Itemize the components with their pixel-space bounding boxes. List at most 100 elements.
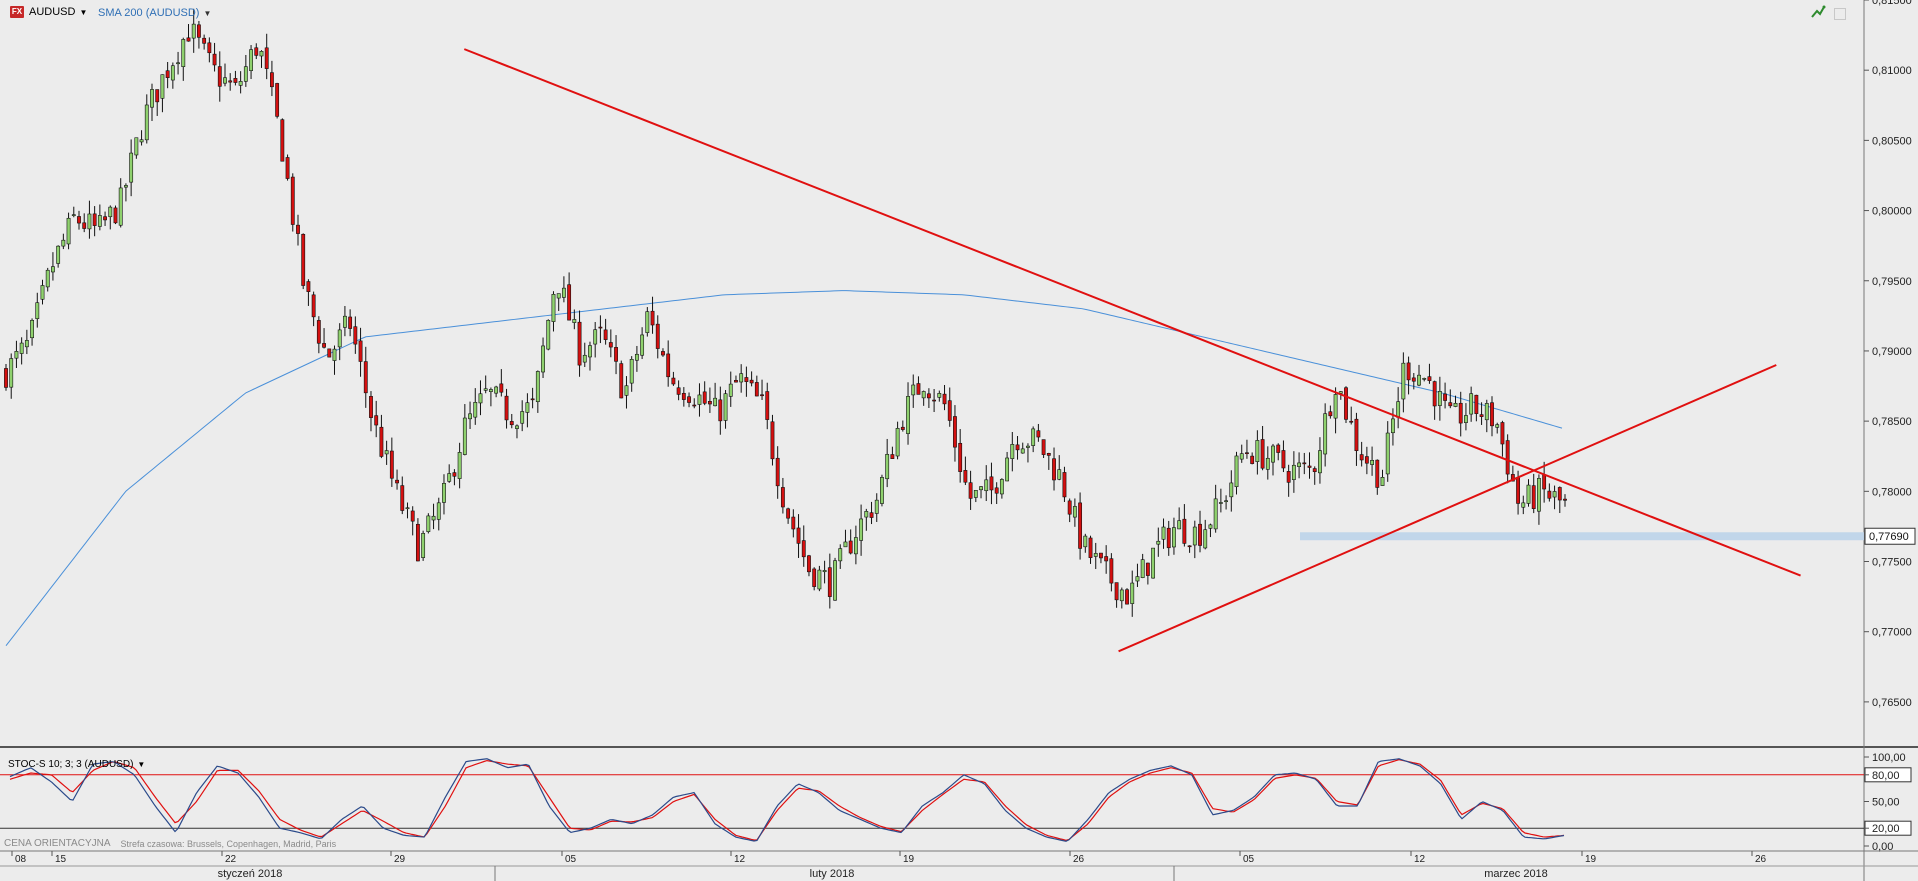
bull-candle <box>1026 445 1030 448</box>
draw-tool-icon[interactable] <box>1810 4 1826 20</box>
current-price-tag <box>1864 527 1916 545</box>
bear-candle <box>1563 498 1567 501</box>
bull-candle <box>593 329 598 345</box>
bull-candle <box>1401 362 1406 400</box>
bull-candle <box>139 139 144 143</box>
bear-candle <box>942 393 947 405</box>
bull-candle <box>243 66 248 82</box>
bear-candle <box>692 404 697 407</box>
bull-candle <box>624 385 629 396</box>
oscillator-selector[interactable]: STOC-S 10; 3; 3 (AUDUSD) ▼ <box>8 759 145 770</box>
bull-candle <box>1291 464 1296 480</box>
bull-candle <box>457 452 462 479</box>
bull-candle <box>1495 424 1500 428</box>
bull-candle <box>1385 432 1390 475</box>
bear-candle <box>1448 402 1453 407</box>
bull-candle <box>1239 453 1244 460</box>
bull-candle <box>129 152 134 183</box>
bear-candle <box>994 487 999 494</box>
bull-candle <box>1255 440 1260 462</box>
bear-candle <box>734 379 738 383</box>
bear-candle <box>614 347 618 362</box>
bull-candle <box>1093 553 1098 557</box>
bull-candle <box>1057 469 1062 480</box>
bear-candle <box>775 457 780 487</box>
bull-candle <box>1234 455 1239 488</box>
bull-candle <box>40 285 45 300</box>
bull-candle <box>588 345 592 358</box>
bear-candle <box>1125 589 1129 605</box>
price-tick-label: 0,81500 <box>1872 0 1912 7</box>
bear-candle <box>358 340 363 362</box>
date-label: 19 <box>1585 854 1597 865</box>
bear-candle <box>1281 450 1286 469</box>
bear-candle <box>744 377 749 382</box>
bear-candle <box>577 321 582 366</box>
bear-candle <box>400 485 405 511</box>
bull-candle <box>1213 498 1218 530</box>
bull-candle <box>488 389 493 392</box>
bear-candle <box>963 470 968 483</box>
bear-candle <box>780 487 785 508</box>
bull-candle <box>144 104 149 141</box>
bear-candle <box>1354 418 1359 452</box>
bull-candle <box>494 386 499 394</box>
indicator-selector[interactable]: SMA 200 (AUDUSD) ▼ <box>98 7 211 19</box>
bull-candle <box>442 483 446 503</box>
bull-candle <box>1396 401 1401 418</box>
bull-candle <box>238 81 243 86</box>
bull-candle <box>1135 576 1140 582</box>
bull-candle <box>551 293 556 322</box>
bear-candle <box>379 426 384 457</box>
bull-candle <box>906 396 910 434</box>
bull-candle <box>937 393 942 398</box>
bull-candle <box>421 533 426 558</box>
bear-candle <box>770 421 775 460</box>
bull-candle <box>984 479 989 492</box>
bear-candle <box>280 119 285 162</box>
price-tick-label: 0,78500 <box>1872 416 1912 428</box>
bull-candle <box>556 293 561 299</box>
bull-candle <box>24 340 29 348</box>
bear-candle <box>369 396 373 418</box>
bear-candle <box>82 222 87 229</box>
bear-candle <box>666 353 671 378</box>
bull-candle <box>30 319 34 339</box>
bear-candle <box>916 383 921 395</box>
bear-candle <box>869 512 874 518</box>
bear-candle <box>926 393 931 399</box>
bear-candle <box>650 310 655 326</box>
bull-candle <box>1417 374 1421 386</box>
window-icon[interactable] <box>1834 8 1846 20</box>
bear-candle <box>608 342 613 348</box>
bull-candle <box>999 479 1004 495</box>
bear-candle <box>1547 490 1552 499</box>
bull-candle <box>1161 526 1166 540</box>
bull-candle <box>384 450 389 455</box>
bear-candle <box>827 567 832 597</box>
bull-candle <box>723 393 728 421</box>
bull-candle <box>634 353 639 361</box>
bull-candle <box>541 345 545 373</box>
bear-candle <box>1260 439 1265 469</box>
bull-candle <box>1323 413 1328 455</box>
symbol-selector[interactable]: FX AUDUSD ▼ <box>10 6 87 18</box>
bear-candle <box>1359 454 1364 461</box>
price-type-label: CENA ORIENTACYJNA <box>4 838 111 849</box>
chevron-down-icon: ▼ <box>203 8 212 18</box>
bull-candle <box>9 358 14 388</box>
bear-candle <box>619 363 624 399</box>
bear-candle <box>1443 393 1447 401</box>
support-band <box>1300 532 1864 541</box>
bull-candle <box>817 569 822 590</box>
bull-candle <box>1271 445 1275 463</box>
bear-candle <box>197 24 201 38</box>
date-label: 15 <box>55 854 67 865</box>
bear-candle <box>1250 455 1255 464</box>
bull-candle <box>911 384 916 396</box>
bear-candle <box>1364 456 1369 464</box>
bear-candle <box>1046 453 1051 456</box>
bear-candle <box>702 391 707 404</box>
bull-candle <box>1156 540 1161 545</box>
bull-candle <box>473 402 478 418</box>
